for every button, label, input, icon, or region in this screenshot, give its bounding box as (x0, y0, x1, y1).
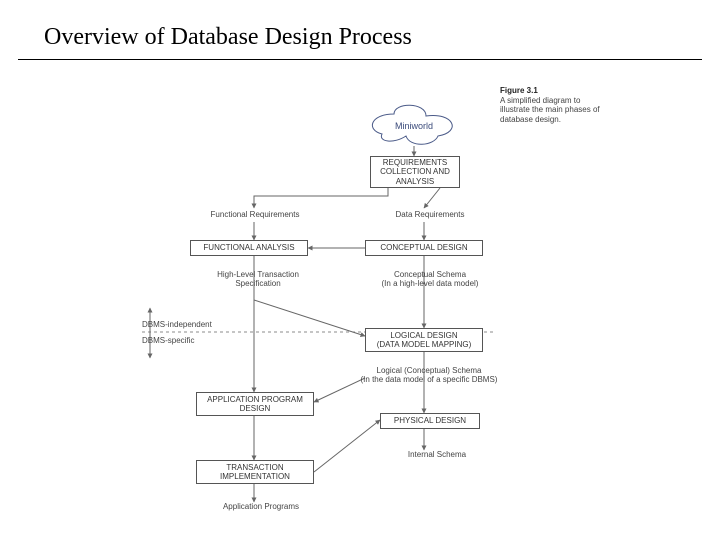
box-concept: CONCEPTUAL DESIGN (365, 240, 483, 256)
label-appProgs: Application Programs (216, 502, 306, 511)
page-title: Overview of Database Design Process (0, 0, 720, 59)
label-dbmsSpec: DBMS-specific (142, 336, 234, 345)
diagram-canvas: Miniworld Figure 3.1 A simplified diagra… (0, 70, 720, 540)
box-req: REQUIREMENTSCOLLECTION ANDANALYSIS (370, 156, 460, 188)
label-intSch: Internal Schema (392, 450, 482, 459)
title-divider (18, 59, 702, 60)
svg-text:Miniworld: Miniworld (395, 121, 433, 131)
label-logSch: Logical (Conceptual) Schema(In the data … (350, 366, 508, 384)
label-concSch: Conceptual Schema(In a high-level data m… (370, 270, 490, 288)
label-dbmsInd: DBMS-independent (142, 320, 234, 329)
box-physical: PHYSICAL DESIGN (380, 413, 480, 429)
label-hlts: High-Level TransactionSpecification (208, 270, 308, 288)
figure-caption: Figure 3.1 A simplified diagram to illus… (500, 86, 610, 124)
label-funcReq: Functional Requirements (200, 210, 310, 219)
box-funcAn: FUNCTIONAL ANALYSIS (190, 240, 308, 256)
box-logical: LOGICAL DESIGN(DATA MODEL MAPPING) (365, 328, 483, 352)
caption-text: A simplified diagram to illustrate the m… (500, 96, 600, 124)
box-appProg: APPLICATION PROGRAMDESIGN (196, 392, 314, 416)
box-trans: TRANSACTIONIMPLEMENTATION (196, 460, 314, 484)
label-dataReq: Data Requirements (380, 210, 480, 219)
caption-bold: Figure 3.1 (500, 86, 538, 95)
diagram-svg: Miniworld (0, 70, 720, 540)
